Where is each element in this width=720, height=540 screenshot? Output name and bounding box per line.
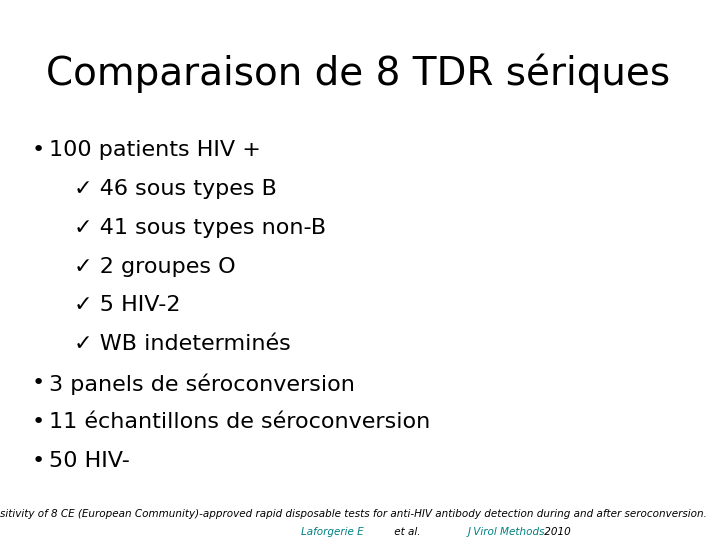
Text: ✓ 5 HIV-2: ✓ 5 HIV-2	[74, 295, 181, 315]
Text: •: •	[32, 412, 45, 432]
Text: •: •	[32, 373, 45, 393]
Text: ✓ 41 sous types non-B: ✓ 41 sous types non-B	[74, 218, 326, 238]
Text: 100 patients HIV +: 100 patients HIV +	[48, 140, 261, 160]
Text: ✓ WB indeterminés: ✓ WB indeterminés	[74, 334, 291, 354]
Text: 50 HIV-: 50 HIV-	[48, 451, 130, 471]
Text: ✓ 2 groupes O: ✓ 2 groupes O	[74, 256, 236, 276]
Text: 11 échantillons de séroconversion: 11 échantillons de séroconversion	[48, 412, 430, 432]
Text: et al.: et al.	[391, 527, 424, 537]
Text: 3 panels de séroconversion: 3 panels de séroconversion	[48, 373, 354, 395]
Text: •: •	[32, 140, 45, 160]
Text: 2010: 2010	[541, 527, 571, 537]
Text: •: •	[32, 451, 45, 471]
Text: Comparaison de 8 TDR sériques: Comparaison de 8 TDR sériques	[45, 54, 670, 93]
Text: sitivity of 8 CE (European Community)-approved rapid disposable tests for anti-H: sitivity of 8 CE (European Community)-ap…	[0, 510, 707, 519]
Text: J Virol Methods: J Virol Methods	[468, 527, 546, 537]
Text: Laforgerie E: Laforgerie E	[301, 527, 363, 537]
Text: ✓ 46 sous types B: ✓ 46 sous types B	[74, 179, 277, 199]
